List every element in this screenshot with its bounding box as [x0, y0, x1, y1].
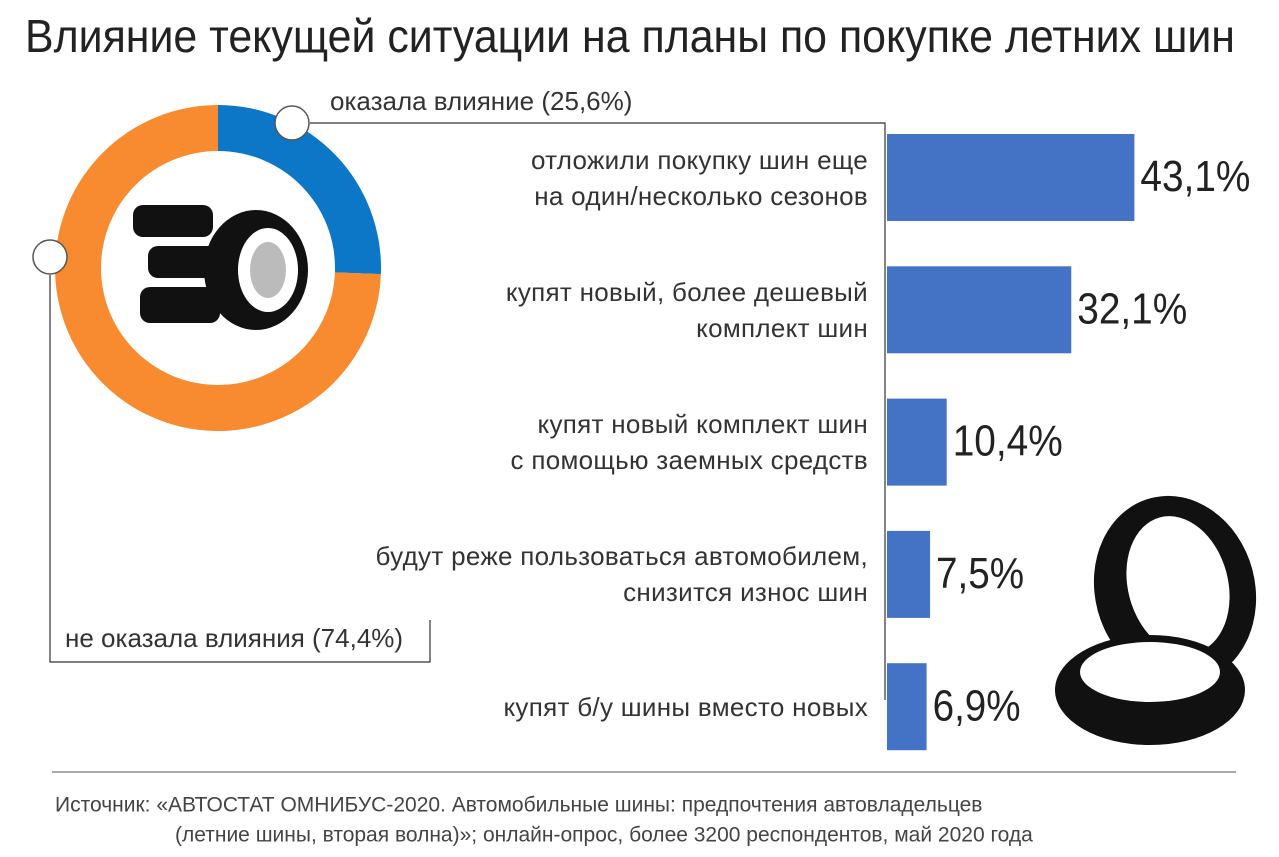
value-label: 7,5%	[936, 549, 1024, 598]
category-label: купят б/у шины вместо новых	[503, 691, 868, 722]
pie-label: оказала влияние (25,6%)	[330, 86, 632, 116]
bar	[887, 134, 1135, 221]
source: Источник: «АВТОСТАТ ОМНИБУС-2020. Автомо…	[55, 794, 982, 817]
bar	[887, 398, 947, 486]
category-label: будут реже пользоваться автомобилем, сни…	[375, 541, 868, 608]
marker	[32, 239, 68, 275]
bar	[887, 266, 1072, 354]
category-label: купят новый комплект шин с помощью заемн…	[510, 409, 868, 476]
bar	[887, 530, 931, 618]
bar	[887, 663, 927, 751]
marker	[274, 105, 310, 141]
category-label: купят новый, более дешевый комплект шин	[505, 276, 868, 343]
tire-icon	[133, 205, 308, 330]
tire-icon	[1055, 495, 1257, 745]
title: Влияние текущей ситуации на планы по пок…	[25, 10, 1235, 62]
pie-label: не оказала влияния (74,4%)	[65, 623, 403, 653]
value-label: 43,1%	[1140, 152, 1250, 201]
source: (летние шины, вторая волна)»; онлайн-опр…	[175, 824, 1033, 847]
category-label: отложили покупку шин еще на один/несколь…	[530, 144, 868, 211]
bracket-line	[310, 122, 886, 700]
value-label: 32,1%	[1077, 284, 1187, 333]
value-label: 10,4%	[953, 417, 1063, 466]
bracket-line	[49, 275, 431, 663]
pie-slice	[218, 105, 381, 275]
value-label: 6,9%	[933, 681, 1021, 730]
